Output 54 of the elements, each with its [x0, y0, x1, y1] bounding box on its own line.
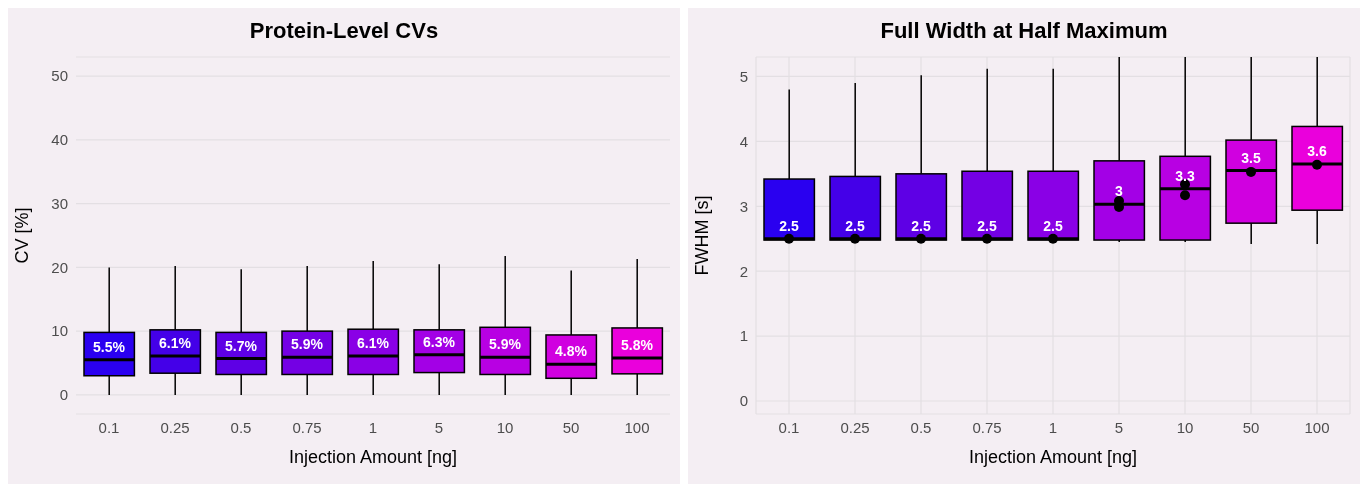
x-tick-label: 10 [496, 418, 514, 436]
x-tick-label: 50 [1242, 418, 1260, 436]
y-tick-label: 0 [59, 386, 68, 404]
annotation: 5.8% [621, 336, 654, 353]
annotation: 5.7% [225, 337, 258, 354]
y-tick-label: 1 [739, 327, 748, 345]
annotation: 3.3 [1175, 167, 1195, 184]
x-tick-label: 0.1 [778, 418, 800, 436]
annotation: 2.5 [1043, 217, 1063, 234]
x-tick-label: 1 [1048, 418, 1058, 436]
x-tick-label: 100 [1304, 418, 1330, 436]
x-tick-label: 0.1 [98, 418, 120, 436]
annotation: 3 [1115, 183, 1124, 200]
x-axis-title: Injection Amount [ng] [288, 446, 458, 467]
y-tick-label: 50 [51, 67, 68, 85]
y-tick-label: 0 [739, 392, 748, 410]
chart-title: Protein-Level CVs [248, 17, 440, 45]
annotation: 2.5 [911, 217, 931, 234]
y-tick-label: 30 [51, 194, 68, 212]
y-tick-label: 4 [739, 132, 748, 150]
x-tick-label: 0.5 [910, 418, 932, 436]
annotation: 5.5% [93, 338, 126, 355]
x-tick-label: 5 [434, 418, 444, 436]
x-tick-label: 5 [1114, 418, 1124, 436]
annotation: 4.8% [555, 343, 588, 360]
y-axis-title: FWHM [s] [692, 195, 713, 276]
annotation: 3.5 [1241, 149, 1261, 166]
y-tick-label: 3 [739, 197, 748, 215]
annotation: 5.9% [291, 336, 324, 353]
y-tick-label: 10 [51, 322, 68, 340]
x-axis-title: Injection Amount [ng] [968, 446, 1138, 467]
x-tick-label: 0.75 [292, 418, 322, 436]
y-tick-label: 20 [51, 258, 68, 276]
annotation: 6.3% [423, 333, 456, 350]
x-tick-label: 1 [368, 418, 378, 436]
x-tick-label: 10 [1176, 418, 1194, 436]
y-tick-label: 40 [51, 131, 68, 149]
x-tick-label: 100 [624, 418, 650, 436]
annotation: 2.5 [845, 217, 865, 234]
y-tick-label: 5 [739, 67, 748, 85]
y-tick-label: 2 [739, 262, 748, 280]
annotation: 6.1% [357, 334, 390, 351]
x-tick-label: 50 [562, 418, 580, 436]
annotation: 5.9% [489, 336, 522, 353]
x-tick-label: 0.25 [840, 418, 870, 436]
annotation: 3.6 [1307, 143, 1327, 160]
annotation: 2.5 [977, 217, 997, 234]
x-tick-label: 0.5 [230, 418, 252, 436]
chart-title: Full Width at Half Maximum [879, 17, 1169, 45]
annotation: 2.5 [779, 217, 799, 234]
y-axis-title: CV [%] [12, 207, 33, 264]
annotation: 6.1% [159, 334, 192, 351]
x-tick-label: 0.75 [972, 418, 1002, 436]
x-tick-label: 0.25 [160, 418, 190, 436]
